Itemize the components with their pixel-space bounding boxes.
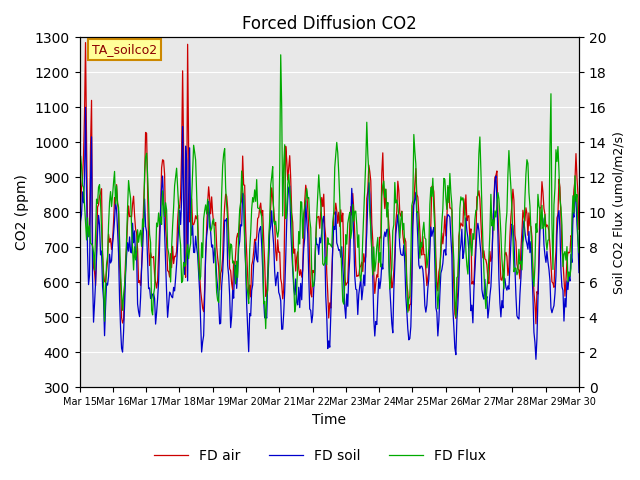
Y-axis label: CO2 (ppm): CO2 (ppm) xyxy=(15,174,29,250)
FD air xyxy=(575,227,583,232)
FD air xyxy=(565,250,573,256)
FD soil xyxy=(317,240,324,246)
FD soil xyxy=(82,105,90,110)
FD air xyxy=(314,214,321,220)
FD soil xyxy=(532,357,540,362)
Text: TA_soilco2: TA_soilco2 xyxy=(92,43,157,56)
Line: FD air: FD air xyxy=(79,43,579,324)
FD air xyxy=(317,210,324,216)
FD air xyxy=(532,321,540,327)
FD soil xyxy=(314,241,321,247)
FD air xyxy=(347,204,355,210)
FD Flux xyxy=(262,326,269,332)
FD Flux xyxy=(375,260,383,265)
FD air xyxy=(76,239,83,245)
FD air xyxy=(374,274,381,280)
FD Flux xyxy=(277,52,285,58)
FD Flux xyxy=(76,197,83,203)
FD soil xyxy=(374,296,381,301)
FD soil xyxy=(486,293,493,299)
FD Flux xyxy=(575,250,583,255)
Y-axis label: Soil CO2 Flux (umol/m2/s): Soil CO2 Flux (umol/m2/s) xyxy=(612,131,625,294)
FD soil xyxy=(76,256,83,262)
FD air xyxy=(486,249,493,254)
FD soil xyxy=(347,221,355,227)
FD soil xyxy=(565,274,573,279)
FD Flux xyxy=(315,172,323,178)
Line: FD Flux: FD Flux xyxy=(79,55,579,329)
Title: Forced Diffusion CO2: Forced Diffusion CO2 xyxy=(242,15,417,33)
FD Flux xyxy=(348,227,356,233)
FD soil xyxy=(575,270,583,276)
Line: FD soil: FD soil xyxy=(79,108,579,360)
FD Flux xyxy=(318,217,326,223)
X-axis label: Time: Time xyxy=(312,413,346,427)
FD air xyxy=(82,40,90,46)
FD Flux xyxy=(487,192,495,197)
Legend: FD air, FD soil, FD Flux: FD air, FD soil, FD Flux xyxy=(148,443,492,468)
FD Flux xyxy=(565,269,573,275)
